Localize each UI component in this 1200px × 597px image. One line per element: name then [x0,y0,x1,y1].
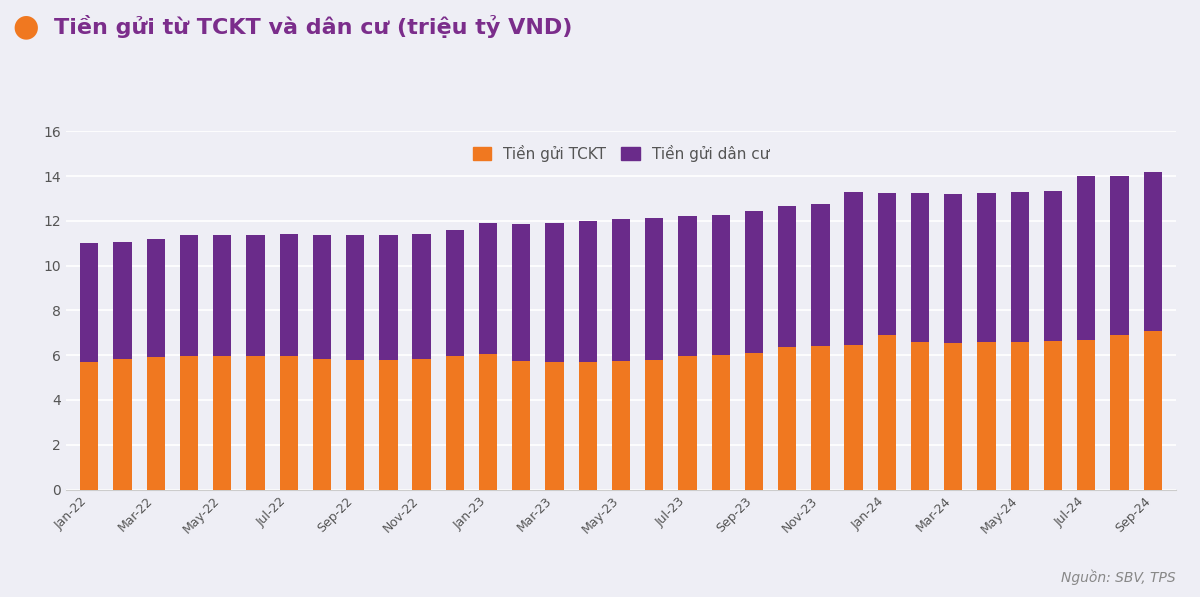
Bar [578,221,596,362]
Bar [944,343,962,490]
Bar [512,224,530,361]
Bar [646,217,664,359]
Text: ●: ● [12,12,38,41]
Bar [445,230,464,356]
Legend: Tiền gửi TCKT, Tiền gửi dân cư: Tiền gửi TCKT, Tiền gửi dân cư [467,139,775,168]
Bar [578,362,596,490]
Bar [545,223,564,362]
Bar [413,234,431,359]
Bar [678,217,697,356]
Bar [911,193,929,341]
Bar [1110,176,1129,335]
Bar [113,359,132,490]
Bar [1144,331,1162,490]
Bar [146,358,164,490]
Bar [246,356,264,490]
Bar [1078,340,1096,490]
Bar [712,355,730,490]
Text: Tiền gửi từ TCKT và dân cư (triệu tỷ VND): Tiền gửi từ TCKT và dân cư (triệu tỷ VND… [54,15,572,38]
Bar [479,354,497,490]
Bar [346,359,365,490]
Bar [146,239,164,358]
Text: Nguồn: SBV, TPS: Nguồn: SBV, TPS [1061,570,1176,585]
Bar [214,356,232,490]
Bar [811,204,829,346]
Bar [745,211,763,353]
Bar [313,359,331,490]
Bar [545,362,564,490]
Bar [346,235,365,359]
Bar [214,235,232,356]
Bar [246,235,264,356]
Bar [811,346,829,490]
Bar [180,235,198,356]
Bar [1010,341,1028,490]
Bar [1078,176,1096,340]
Bar [877,335,896,490]
Bar [778,347,797,490]
Bar [512,361,530,490]
Bar [978,193,996,341]
Bar [1144,172,1162,331]
Bar [778,207,797,347]
Bar [845,345,863,490]
Bar [280,234,298,356]
Bar [978,341,996,490]
Bar [80,244,98,362]
Bar [911,341,929,490]
Bar [1044,190,1062,341]
Bar [379,359,397,490]
Bar [845,192,863,345]
Bar [379,235,397,359]
Bar [712,216,730,355]
Bar [678,356,697,490]
Bar [612,361,630,490]
Bar [479,223,497,354]
Bar [280,356,298,490]
Bar [646,359,664,490]
Bar [1044,341,1062,490]
Bar [944,194,962,343]
Bar [877,193,896,335]
Bar [113,242,132,359]
Bar [745,353,763,490]
Bar [612,219,630,361]
Bar [413,359,431,490]
Bar [1110,335,1129,490]
Bar [1010,192,1028,341]
Bar [80,362,98,490]
Bar [180,356,198,490]
Bar [313,235,331,359]
Bar [445,356,464,490]
